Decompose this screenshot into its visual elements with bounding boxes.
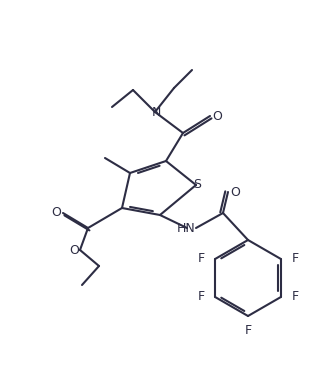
Text: F: F bbox=[291, 291, 298, 303]
Text: S: S bbox=[193, 178, 201, 192]
Text: O: O bbox=[51, 207, 61, 219]
Text: N: N bbox=[151, 106, 161, 118]
Text: F: F bbox=[197, 253, 205, 265]
Text: O: O bbox=[230, 185, 240, 199]
Text: HN: HN bbox=[177, 222, 195, 234]
Text: O: O bbox=[212, 109, 222, 123]
Text: O: O bbox=[69, 244, 79, 256]
Text: F: F bbox=[197, 291, 205, 303]
Text: F: F bbox=[291, 253, 298, 265]
Text: F: F bbox=[244, 323, 252, 337]
